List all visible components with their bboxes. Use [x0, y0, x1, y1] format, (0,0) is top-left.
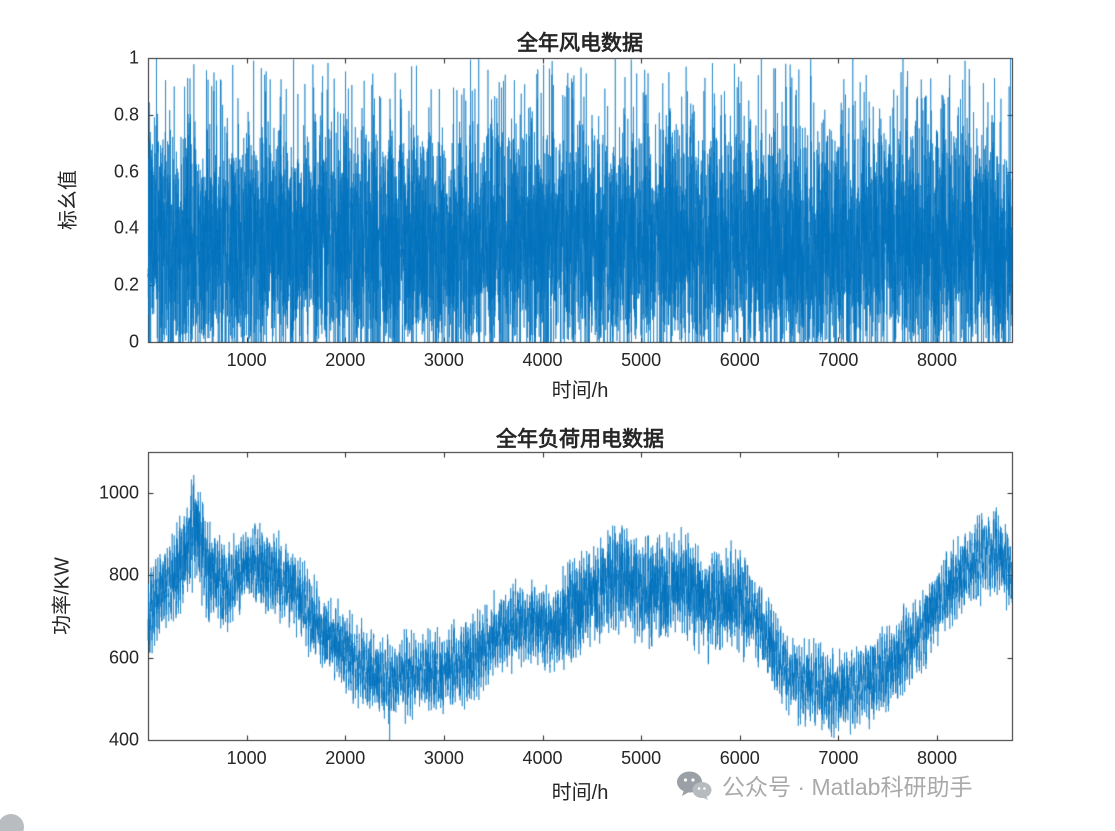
chart0-xtick-8000: 8000 — [917, 350, 958, 370]
chart0-ytick-1: 1 — [128, 47, 139, 68]
chart0-xtick-7000: 7000 — [818, 350, 859, 370]
watermark-text: 公众号 · Matlab科研助手 — [722, 774, 973, 800]
wind-chart-xlabel: 时间/h — [551, 380, 609, 402]
chart1-xtick-4000: 4000 — [522, 748, 563, 768]
chart0-ytick-0.4: 0.4 — [113, 217, 139, 238]
load-chart-xlabel: 时间/h — [551, 782, 609, 804]
wind-chart-ylabel: 标幺值 — [57, 170, 80, 230]
chart1-ytick-400: 400 — [108, 729, 139, 750]
chart0-xtick-6000: 6000 — [719, 350, 760, 370]
chart0-xtick-5000: 5000 — [621, 350, 662, 370]
chart1-xtick-5000: 5000 — [621, 748, 662, 768]
watermark: 公众号 · Matlab科研助手 — [676, 768, 972, 802]
chart1-xtick-2000: 2000 — [325, 748, 366, 768]
chart0-xtick-3000: 3000 — [423, 350, 464, 370]
chart0-xtick-4000: 4000 — [522, 350, 563, 370]
chart1-ytick-1000: 1000 — [98, 482, 139, 503]
load-chart-ylabel: 功率/KW — [51, 557, 74, 635]
chart1-xtick-6000: 6000 — [719, 748, 760, 768]
chart1-ytick-600: 600 — [108, 647, 139, 668]
chart1-ytick-800: 800 — [108, 564, 139, 585]
chart0-xtick-1000: 1000 — [226, 350, 267, 370]
chart1-xtick-3000: 3000 — [423, 748, 464, 768]
chart0-xtick-2000: 2000 — [325, 350, 366, 370]
load-chart-title: 全年负荷用电数据 — [496, 428, 664, 451]
chart0-ytick-0.2: 0.2 — [113, 274, 139, 295]
chart1-xtick-8000: 8000 — [917, 748, 958, 768]
wechat-icon — [676, 770, 712, 801]
chart1-xtick-7000: 7000 — [818, 748, 859, 768]
chart0-ytick-0.8: 0.8 — [113, 104, 139, 125]
wind-chart-title: 全年风电数据 — [517, 32, 643, 55]
chart0-ytick-0.6: 0.6 — [113, 161, 139, 182]
chart0-ytick-0: 0 — [128, 331, 139, 352]
corner-avatar-icon — [0, 814, 24, 831]
chart1-xtick-1000: 1000 — [226, 748, 267, 768]
